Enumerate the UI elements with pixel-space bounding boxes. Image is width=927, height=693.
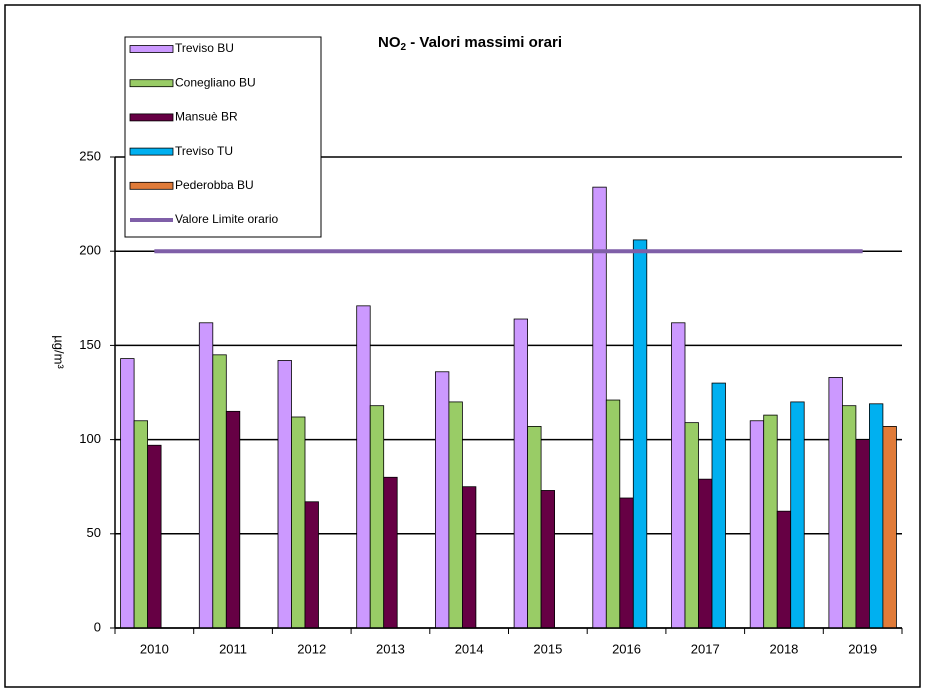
y-tick-label: 100 <box>79 431 101 446</box>
bar <box>120 358 135 629</box>
bar <box>540 490 555 629</box>
legend-swatch <box>129 181 174 190</box>
x-tick-label: 2010 <box>140 641 169 656</box>
legend-label: Valore Limite orario <box>175 212 278 226</box>
legend-label: Mansuè BR <box>175 110 238 124</box>
bar <box>513 318 528 629</box>
bar <box>277 360 292 629</box>
bar <box>869 403 884 629</box>
x-tick-label: 2019 <box>848 641 877 656</box>
bar <box>369 405 385 629</box>
bar <box>882 426 897 629</box>
bar <box>855 439 870 629</box>
bar <box>527 426 542 629</box>
bar <box>225 410 241 629</box>
x-tick-label: 2014 <box>455 641 484 656</box>
y-axis-label: µg/m³ <box>52 335 67 369</box>
y-tick-label: 250 <box>79 148 101 163</box>
legend-box <box>124 36 322 238</box>
bar <box>684 422 699 629</box>
bar <box>461 486 477 629</box>
bar <box>605 399 621 629</box>
x-tick-label: 2016 <box>612 641 641 656</box>
bar <box>671 322 686 629</box>
legend-swatch <box>129 45 174 53</box>
y-tick-label: 200 <box>79 243 101 258</box>
bar <box>619 497 634 629</box>
y-tick-label: 0 <box>94 619 101 634</box>
bar <box>828 377 843 629</box>
bar <box>212 354 227 629</box>
bar <box>592 186 607 629</box>
bar <box>198 322 214 629</box>
legend-label: Treviso TU <box>175 144 233 158</box>
chart-title: NO2 - Valori massimi orari <box>378 34 562 53</box>
bar <box>790 401 805 629</box>
legend-swatch <box>129 147 174 156</box>
bar <box>698 478 713 629</box>
x-tick-label: 2011 <box>219 641 247 656</box>
x-tick-label: 2012 <box>297 641 326 656</box>
x-tick-label: 2017 <box>691 641 720 656</box>
bar <box>133 420 149 629</box>
x-tick-label: 2013 <box>376 641 405 656</box>
bar <box>632 239 648 629</box>
legend-swatch <box>129 79 174 88</box>
x-tick-label: 2015 <box>533 641 562 656</box>
bar <box>147 444 162 629</box>
bar <box>291 416 306 629</box>
bar <box>434 371 450 629</box>
y-tick-label: 50 <box>87 525 101 540</box>
bar <box>383 476 398 629</box>
bar <box>776 510 792 629</box>
bar <box>749 420 765 629</box>
x-tick-label: 2018 <box>769 641 798 656</box>
legend-label: Conegliano BU <box>175 75 256 89</box>
bar <box>763 414 778 629</box>
legend-label: Pederobba BU <box>175 178 254 192</box>
legend-label: Treviso BU <box>175 41 234 55</box>
bar <box>448 401 463 629</box>
bar <box>842 405 857 629</box>
bar <box>304 501 319 629</box>
bar <box>356 305 371 629</box>
bar <box>711 382 726 629</box>
y-tick-label: 150 <box>79 337 101 352</box>
legend-swatch <box>129 113 174 122</box>
